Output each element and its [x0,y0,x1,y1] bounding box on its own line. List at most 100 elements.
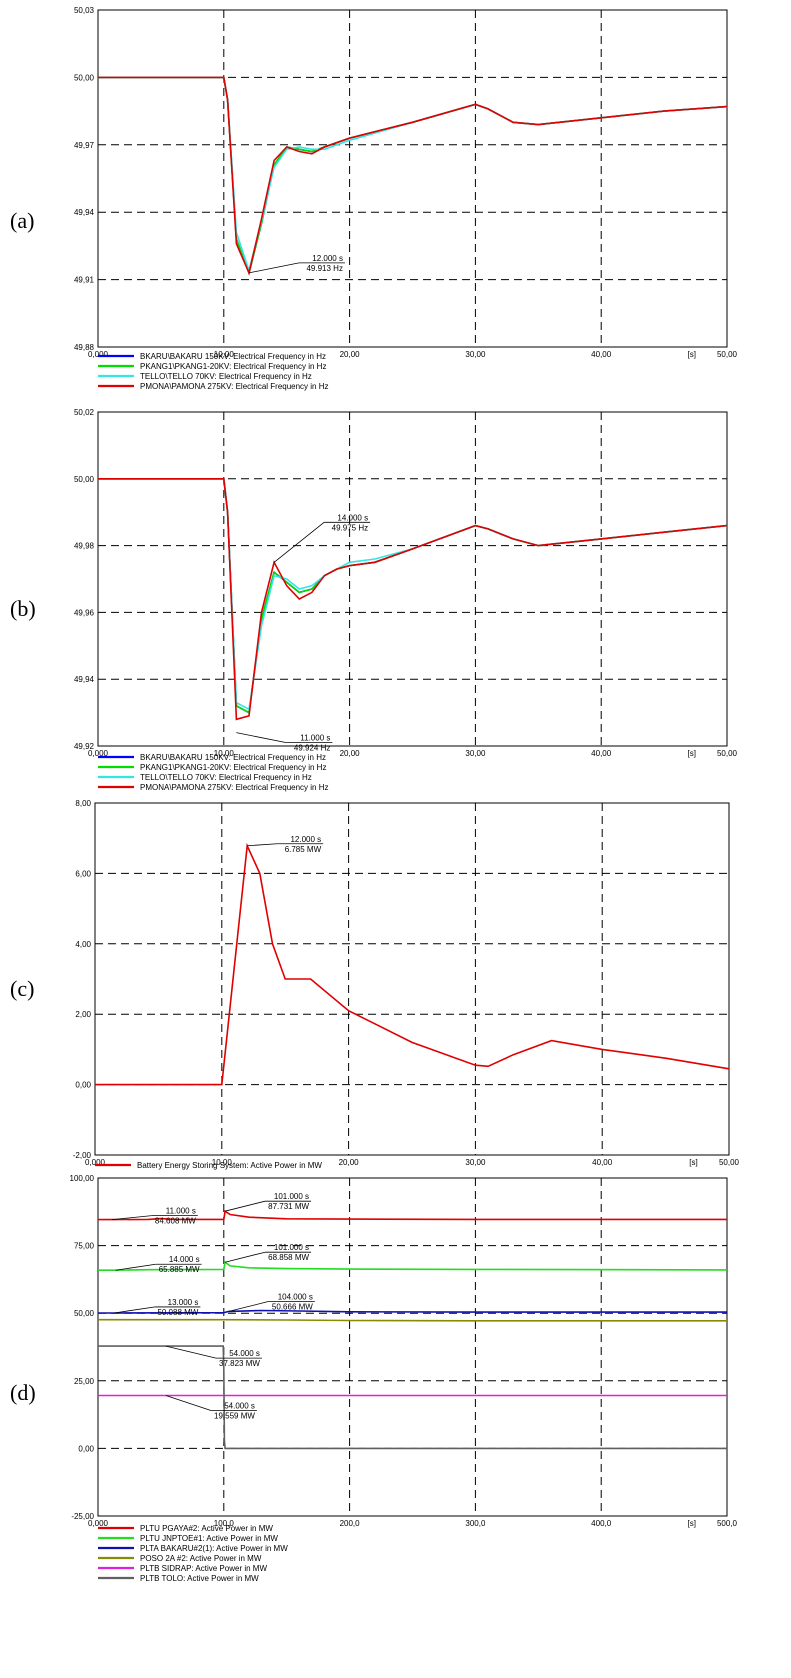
annotation: 101.000 s87.731 MW [224,1192,312,1212]
y-tick-label: 75,00 [74,1242,95,1251]
y-tick-label: 49,91 [74,276,95,285]
annotation: 11.000 s84.608 MW [111,1207,198,1226]
annotation-value: 65.885 MW [159,1265,200,1274]
annotation-value: 50.666 MW [272,1302,313,1311]
y-tick-label: 49,94 [74,675,95,684]
annotation-time: 54.000 s [224,1402,255,1411]
x-tick-label: 30,00 [465,749,486,758]
annotation: 54.000 s19.559 MW [165,1395,257,1421]
legend-label: Battery Energy Storing System: Active Po… [137,1161,322,1170]
x-tick-label: 30,00 [465,1158,486,1167]
annotation-leader [224,1251,266,1263]
x-tick-label: 10,00 [214,350,235,359]
x-tick-label: [s] [688,350,696,359]
annotation: 104.000 s50.666 MW [228,1292,315,1312]
annotation-time: 12.000 s [290,835,321,844]
legend-label: PLTA BAKARU#2(1): Active Power in MW [140,1544,288,1553]
y-tick-label: 50,00 [74,73,95,82]
x-tick-label: 500,0 [717,1519,738,1528]
annotation: 54.000 s37.823 MW [165,1345,262,1368]
legend-label: POSO 2A #2: Active Power in MW [140,1554,262,1563]
y-tick-label: -25,00 [71,1512,94,1521]
legend-label: PKANG1\PKANG1-20KV: Electrical Frequency… [140,362,326,371]
plot-frame [97,9,728,348]
annotation-leader [111,1215,152,1221]
annotation-value: 68.858 MW [268,1253,309,1262]
annotation: 12.000 s6.785 MW [247,835,324,854]
x-tick-label: 0,000 [88,1519,109,1528]
x-tick-label: 20,00 [340,350,361,359]
y-tick-label: 50,03 [74,6,95,15]
annotation-leader [114,1306,155,1314]
y-tick-label: 100,00 [70,1174,95,1183]
x-tick-label: 100,0 [214,1519,235,1528]
x-tick-label: 400,0 [591,1519,612,1528]
y-tick-label: 0,00 [78,1444,94,1453]
legend-label: PKANG1\PKANG1-20KV: Electrical Frequency… [140,763,326,772]
annotation-time: 12.000 s [312,254,343,263]
y-tick-label: 49,98 [74,542,95,551]
legend-label: PLTB SIDRAP: Active Power in MW [140,1564,267,1573]
x-tick-label: 10,00 [214,749,235,758]
annotation-leader [228,1301,269,1312]
series-line [98,477,728,721]
chart-4: 100,00 75,00 50,00 25,00 0,00 -25,000,000 100,… [70,1174,738,1583]
annotation-time: 13.000 s [168,1298,199,1307]
series-line [98,1260,728,1271]
annotation-time: 11.000 s [300,734,330,743]
series-line [98,76,728,276]
y-tick-label: 6,00 [75,869,91,878]
series-line [98,1345,727,1450]
panel-label-d: (d) [10,1380,36,1405]
y-tick-label: 49,92 [74,742,95,751]
y-tick-label: 50,00 [74,475,95,484]
annotation-leader [165,1345,217,1359]
panel-label-a: (a) [10,208,35,233]
legend-label: PMONA\PAMONA 275KV: Electrical Frequency… [140,382,329,391]
annotation-value: 50.088 MW [157,1308,198,1317]
x-tick-label: 40,00 [591,749,612,758]
annotation-leader [236,732,287,744]
legend-label: BKARU\BAKARU 150KV: Electrical Frequency… [140,753,326,762]
series-line [95,842,730,1086]
annotation-time: 104.000 s [278,1292,313,1301]
annotation-leader [115,1263,156,1271]
y-tick-label: 4,00 [75,940,91,949]
plot-frame [97,411,728,747]
annotation: 13.000 s50.088 MW [114,1298,201,1317]
x-tick-label: 0,000 [85,1158,106,1167]
y-tick-label: 49,97 [74,141,95,150]
series-line [98,1318,727,1322]
annotation: 14.000 s49.975 Hz [273,513,371,563]
chart-3: 8,00 6,00 4,00 2,00 0,00 -2,000,000 10,00 20,00… [73,799,740,1170]
series-line [98,1309,727,1314]
annotation-value: 49.924 Hz [294,744,330,753]
y-tick-label: 49,94 [74,208,95,217]
annotation-leader [273,521,325,563]
y-tick-label: 25,00 [74,1377,95,1386]
annotation-time: 11.000 s [166,1207,196,1216]
legend-label: PLTU PGAYA#2: Active Power in MW [140,1524,273,1533]
y-tick-label: 0,00 [75,1081,91,1090]
y-tick-label: 49,88 [74,343,95,352]
annotation-value: 19.559 MW [214,1412,255,1421]
x-tick-label: 50,00 [717,350,738,359]
panel-label-c: (c) [10,976,35,1001]
y-tick-label: 2,00 [75,1010,91,1019]
annotation-leader [247,843,278,847]
x-tick-label: 0,000 [88,350,109,359]
annotation-time: 101.000 s [274,1192,309,1201]
x-tick-label: [s] [688,749,696,758]
annotation-time: 54.000 s [229,1349,260,1358]
x-tick-label: 30,00 [465,350,486,359]
x-tick-label: [s] [688,1519,696,1528]
annotation-value: 6.785 MW [285,845,322,854]
annotation-leader [224,1200,266,1212]
x-tick-label: 20,00 [340,749,361,758]
annotation-time: 14.000 s [337,513,368,522]
annotation: 11.000 s49.924 Hz [236,732,333,753]
x-tick-label: [s] [689,1158,697,1167]
annotation-leader [248,262,300,274]
